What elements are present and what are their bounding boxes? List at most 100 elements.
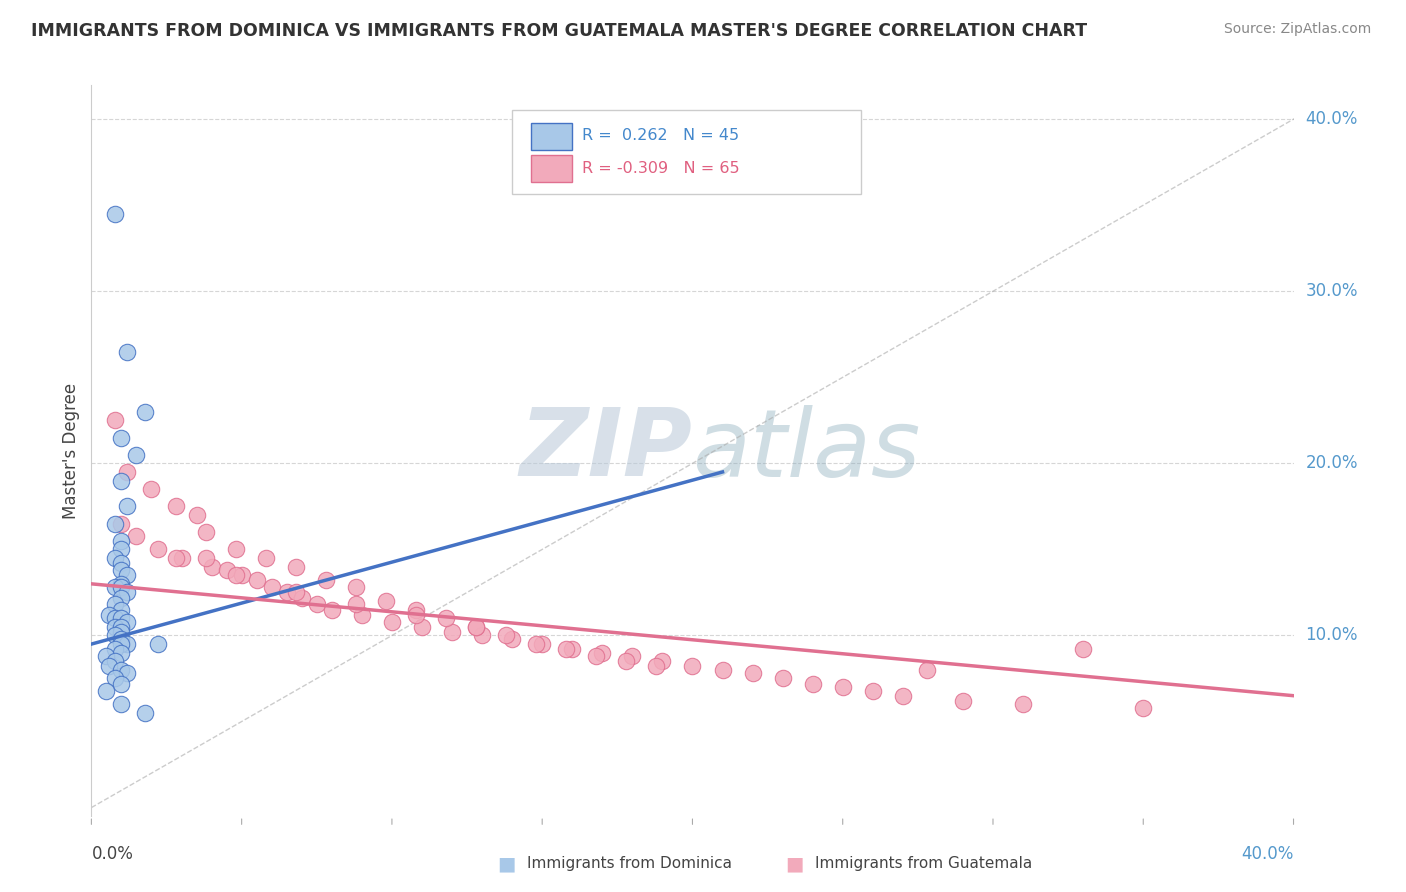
Point	[225, 568, 247, 582]
Point	[110, 620, 132, 634]
Point	[772, 672, 794, 686]
Point	[555, 642, 578, 657]
Point	[246, 574, 269, 588]
Text: 20.0%: 20.0%	[1306, 454, 1358, 473]
Point	[104, 580, 127, 594]
Point	[110, 632, 132, 646]
Point	[284, 559, 307, 574]
Point	[411, 620, 433, 634]
Point	[471, 628, 494, 642]
Point	[110, 591, 132, 605]
Point	[952, 694, 974, 708]
Point	[110, 563, 132, 577]
Point	[117, 344, 139, 359]
Point	[585, 649, 607, 664]
Point	[110, 474, 132, 488]
Text: 40.0%: 40.0%	[1241, 846, 1294, 863]
Point	[98, 607, 121, 622]
Point	[110, 663, 132, 677]
Point	[110, 637, 132, 651]
Text: Immigrants from Dominica: Immigrants from Dominica	[527, 856, 733, 871]
Point	[276, 585, 298, 599]
Point	[495, 628, 517, 642]
Point	[831, 680, 853, 694]
Point	[1071, 642, 1094, 657]
Point	[110, 646, 132, 660]
Point	[96, 683, 118, 698]
Point	[104, 628, 127, 642]
Point	[110, 542, 132, 557]
Point	[350, 607, 373, 622]
Point	[201, 559, 224, 574]
Point	[315, 574, 337, 588]
Point	[231, 568, 253, 582]
Point	[194, 525, 217, 540]
Point	[104, 654, 127, 668]
Point	[125, 448, 148, 462]
Point	[117, 568, 139, 582]
Point	[405, 602, 427, 616]
FancyBboxPatch shape	[531, 155, 572, 182]
Point	[440, 625, 463, 640]
Point	[344, 580, 367, 594]
Point	[165, 500, 187, 514]
Point	[134, 405, 156, 419]
Point	[1132, 700, 1154, 714]
Point	[110, 580, 132, 594]
Point	[501, 632, 523, 646]
Text: 10.0%: 10.0%	[1306, 626, 1358, 645]
Point	[98, 659, 121, 673]
Point	[110, 533, 132, 548]
FancyBboxPatch shape	[531, 123, 572, 150]
Point	[186, 508, 208, 522]
Point	[561, 642, 583, 657]
Point	[194, 551, 217, 566]
Text: 0.0%: 0.0%	[91, 846, 134, 863]
Point	[110, 431, 132, 445]
Point	[117, 615, 139, 629]
Point	[621, 649, 644, 664]
Point	[524, 637, 547, 651]
Point	[117, 637, 139, 651]
Point	[110, 556, 132, 570]
Point	[681, 659, 703, 673]
Point	[741, 666, 763, 681]
Point	[117, 585, 139, 599]
Point	[104, 207, 127, 221]
Point	[434, 611, 457, 625]
Point	[104, 598, 127, 612]
Point	[531, 637, 554, 651]
Point	[110, 602, 132, 616]
Text: ■: ■	[496, 854, 516, 873]
Point	[321, 602, 343, 616]
Point	[614, 654, 637, 668]
Point	[651, 654, 673, 668]
Text: 40.0%: 40.0%	[1306, 110, 1358, 128]
Point	[165, 551, 187, 566]
FancyBboxPatch shape	[512, 111, 860, 194]
Text: Source: ZipAtlas.com: Source: ZipAtlas.com	[1223, 22, 1371, 37]
Point	[711, 663, 734, 677]
Point	[225, 542, 247, 557]
Point	[110, 676, 132, 690]
Point	[125, 529, 148, 543]
Point	[146, 637, 169, 651]
Text: R =  0.262   N = 45: R = 0.262 N = 45	[582, 128, 740, 144]
Point	[104, 642, 127, 657]
Point	[104, 672, 127, 686]
Point	[260, 580, 283, 594]
Point	[170, 551, 193, 566]
Point	[465, 620, 488, 634]
Point	[146, 542, 169, 557]
Point	[134, 706, 156, 720]
Point	[381, 615, 404, 629]
Point	[305, 598, 328, 612]
Point	[645, 659, 668, 673]
Text: ZIP: ZIP	[520, 404, 692, 497]
Point	[862, 683, 884, 698]
Text: atlas: atlas	[692, 405, 921, 496]
Point	[104, 551, 127, 566]
Point	[110, 516, 132, 531]
Point	[117, 500, 139, 514]
Point	[344, 598, 367, 612]
